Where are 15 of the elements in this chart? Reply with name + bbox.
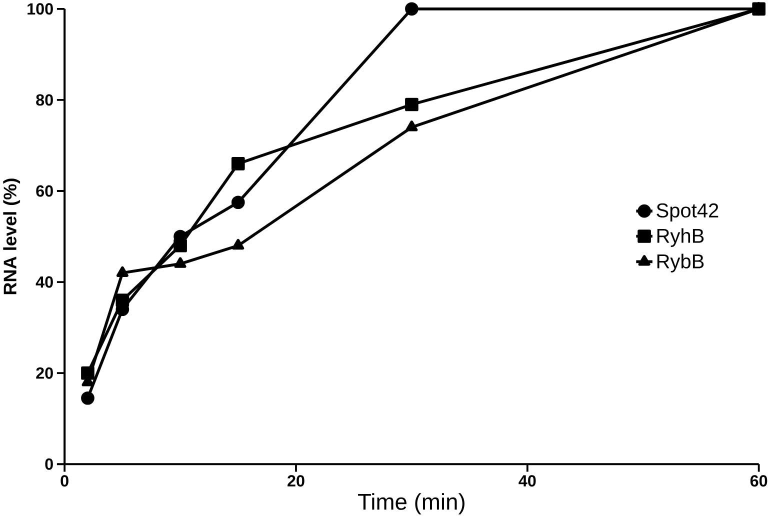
legend-label: Spot42 — [656, 204, 718, 222]
x-tick-label: 40 — [518, 475, 536, 487]
legend-label: RyhB — [657, 228, 704, 248]
y-tick-label: 60 — [36, 185, 53, 197]
legend-label: RybB — [657, 254, 704, 273]
y-tick-label: 0 — [45, 458, 53, 470]
y-tick-label: 20 — [36, 368, 53, 380]
y-tick-label: 40 — [36, 276, 53, 288]
y-axis-title: RNA level (%) — [3, 178, 20, 294]
x-axis-title: Time (min) — [358, 493, 464, 515]
x-tick-label: 0 — [60, 475, 68, 487]
y-tick-label: 80 — [36, 94, 53, 106]
x-tick-label: 60 — [750, 475, 768, 487]
y-tick-label: 100 — [28, 3, 53, 15]
x-tick-label: 20 — [288, 475, 304, 487]
